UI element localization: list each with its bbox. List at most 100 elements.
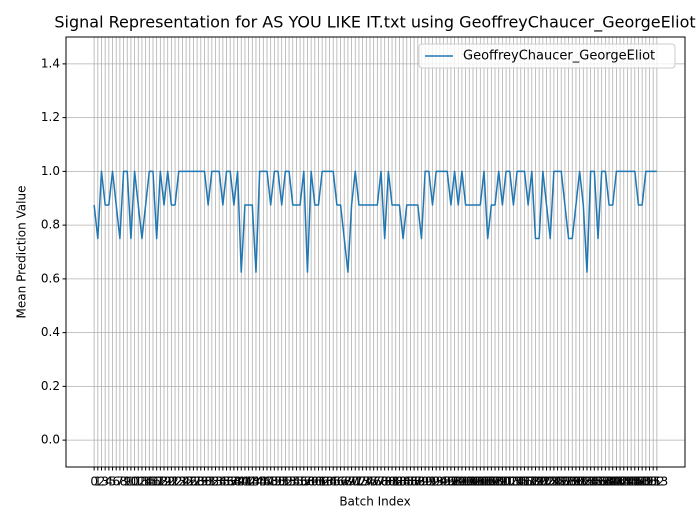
y-tick-label: 1.4 [41,56,60,70]
x-tick-label: 69 [340,475,355,489]
grid [66,37,685,467]
x-tick-label: 56 [292,475,307,489]
x-tick-label: 84 [395,475,410,489]
x-tick-label: 30 [197,475,212,489]
x-tick-label: 149 [631,475,654,489]
x-tick-label: 33 [208,475,223,489]
y-tick-label: 1.0 [41,164,60,178]
x-tick-label: 14 [138,475,153,489]
x-tick-label: 78 [373,475,388,489]
x-tick-label: 28 [189,475,204,489]
x-tick-label: 52 [278,475,293,489]
x-tick-label: 74 [359,475,374,489]
x-tick-label: 130 [561,475,584,489]
x-tick-label: 16 [145,475,160,489]
x-tick-label: 142 [605,475,628,489]
x-tick-label: 140 [598,475,621,489]
x-tick-label: 35 [215,475,230,489]
x-tick-label: 46 [256,475,271,489]
x-tick-label: 85 [399,475,414,489]
x-tick-label: 128 [553,475,576,489]
x-tick-label: 48 [263,475,278,489]
x-tick-label: 94 [432,475,447,489]
x-tick-label: 32 [204,475,219,489]
x-tick-label: 106 [473,475,496,489]
x-tick-label: 147 [623,475,646,489]
x-tick-label: 9 [123,475,131,489]
x-tick-label: 44 [248,475,263,489]
x-tick-label: 137 [587,475,610,489]
x-tick-label: 127 [550,475,573,489]
line-series [93,170,657,273]
x-tick-label: 19 [156,475,171,489]
x-tick-label: 87 [406,475,421,489]
x-tick-label: 122 [531,475,554,489]
x-tick-label: 21 [164,475,179,489]
x-tick-label: 138 [590,475,613,489]
x-tick-label: 124 [539,475,562,489]
x-tick-label: 43 [245,475,260,489]
x-tick-label: 113 [498,475,521,489]
x-tick-label: 65 [326,475,341,489]
x-tick-label: 80 [381,475,396,489]
x-tick-label: 151 [638,475,661,489]
x-tick-label: 99 [451,475,466,489]
x-tick-label: 93 [429,475,444,489]
x-tick-label: 11 [127,475,142,489]
x-tick-label: 51 [274,475,289,489]
x-tick-label: 133 [572,475,595,489]
x-tick-label: 100 [450,475,473,489]
legend-box [418,43,676,69]
x-tick-label: 76 [366,475,381,489]
x-tick-label: 27 [186,475,201,489]
x-tick-label: 20 [160,475,175,489]
axes-frame [65,36,686,468]
x-tick-label: 96 [440,475,455,489]
x-tick-label: 148 [627,475,650,489]
x-tick-label: 103 [462,475,485,489]
x-tick-label: 29 [193,475,208,489]
y-axis-label: Mean Prediction Value [15,186,29,319]
x-tick-label: 23 [171,475,186,489]
x-tick-label: 0 [90,475,98,489]
x-tick-label: 126 [546,475,569,489]
x-tick-label: 104 [465,475,488,489]
x-tick-label: 98 [447,475,462,489]
x-tick-label: 153 [645,475,668,489]
y-tick-label: 0.0 [41,433,60,447]
x-tick-label: 71 [348,475,363,489]
x-tick-label: 115 [506,475,529,489]
x-tick-label: 8 [120,475,128,489]
x-tick-label: 110 [487,475,510,489]
x-tick-label: 116 [509,475,532,489]
y-tick-label: 0.4 [41,325,60,339]
x-tick-label: 82 [388,475,403,489]
x-tick-label: 26 [182,475,197,489]
x-tick-label: 7 [116,475,124,489]
x-tick-label: 42 [241,475,256,489]
x-tick-label: 50 [270,475,285,489]
x-tick-label: 55 [289,475,304,489]
x-tick-label: 49 [267,475,282,489]
x-tick-label: 132 [568,475,591,489]
x-tick-label: 136 [583,475,606,489]
x-tick-label: 66 [329,475,344,489]
x-tick-label: 92 [425,475,440,489]
x-tick-label: 102 [458,475,481,489]
x-tick-label: 134 [576,475,599,489]
y-tick-label: 1.2 [41,110,60,124]
x-tick-label: 112 [495,475,518,489]
y-tick-label: 0.6 [41,271,60,285]
x-tick-label: 24 [175,475,190,489]
x-tick-label: 47 [259,475,274,489]
x-tick-label: 152 [642,475,665,489]
x-tick-label: 81 [384,475,399,489]
x-tick-label: 54 [285,475,300,489]
x-tick-label: 119 [520,475,543,489]
x-tick-label: 59 [303,475,318,489]
x-tick-label: 1 [94,475,102,489]
x-tick-label: 118 [517,475,540,489]
x-tick-label: 17 [149,475,164,489]
